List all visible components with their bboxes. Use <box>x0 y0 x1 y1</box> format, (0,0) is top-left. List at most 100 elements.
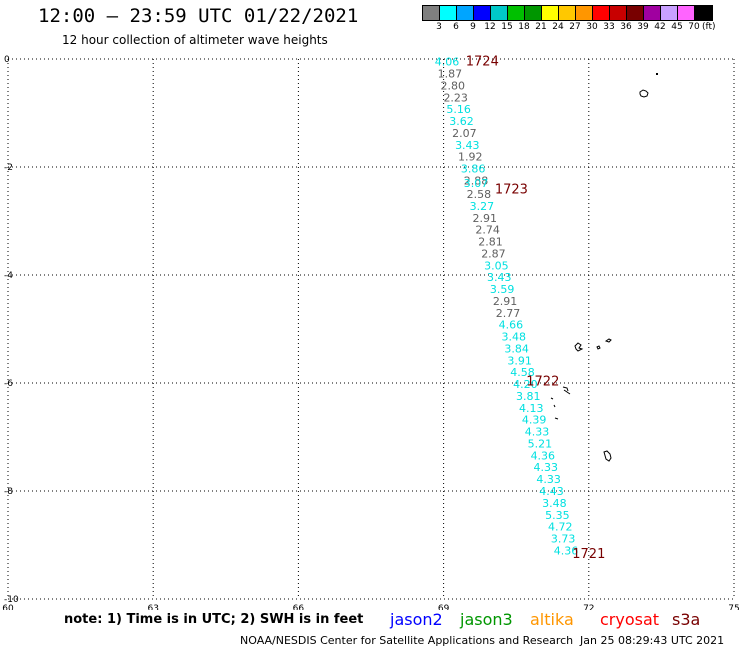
swh-value-label: 5.21 <box>528 437 553 450</box>
swh-value-label: 2.81 <box>478 236 503 249</box>
swh-value-label: 3.43 <box>487 271 512 284</box>
swh-value-label: 3.27 <box>470 200 495 213</box>
swh-value-label: 2.74 <box>475 224 500 237</box>
colorbar-swatch <box>542 6 559 20</box>
y-tick-label: -6 <box>4 379 13 389</box>
x-tick-label: 63 <box>147 604 158 610</box>
swh-value-label: 4.36 <box>554 544 579 557</box>
time-label: 1722 <box>526 374 559 389</box>
colorbar-swatch <box>508 6 525 20</box>
island-shape <box>656 73 658 75</box>
y-tick-label: 0 <box>4 55 10 65</box>
swh-value-label: 4.72 <box>548 521 573 534</box>
swh-value-label: 3.43 <box>455 139 480 152</box>
colorbar-swatch <box>695 6 712 20</box>
swh-value-label: 5.16 <box>446 103 471 116</box>
swh-value-label: 2.58 <box>467 188 492 201</box>
colorbar-label: 24 <box>552 22 564 32</box>
swh-value-label: 4.33 <box>533 461 558 474</box>
footer-timestamp: Jan 25 08:29:43 UTC 2021 <box>580 634 725 647</box>
x-tick-label: 72 <box>583 604 594 610</box>
footer-note: note: 1) Time is in UTC; 2) SWH is in fe… <box>64 612 364 627</box>
island-shape <box>603 450 612 462</box>
colorbar-label: 39 <box>637 22 649 32</box>
swh-value-label: 3.48 <box>542 497 567 510</box>
colorbar-label: 12 <box>484 22 496 32</box>
colorbar-swatch <box>491 6 508 20</box>
x-tick-label: 66 <box>293 604 305 610</box>
y-tick-label: -10 <box>4 595 19 605</box>
swh-value-label: 3.84 <box>504 342 529 355</box>
x-tick-label: 69 <box>438 604 450 610</box>
colorbar-label: 9 <box>470 22 476 32</box>
swh-value-label: 4.33 <box>525 426 550 439</box>
mission-altika: altika <box>530 610 574 629</box>
colorbar-label: 18 <box>518 22 530 32</box>
mission-cryosat: cryosat <box>600 610 660 629</box>
swh-value-label: 2.07 <box>452 127 477 140</box>
colorbar-swatch <box>440 6 457 20</box>
swh-value-label: 2.77 <box>496 307 521 320</box>
map-subtitle: 12 hour collection of altimeter wave hei… <box>62 33 328 47</box>
swh-value-label: 3.81 <box>516 390 541 403</box>
colorbar-swatches <box>422 5 713 21</box>
swh-value-label: 2.87 <box>481 247 506 260</box>
colorbar-label: 15 <box>501 22 513 32</box>
swh-value-label: 3.59 <box>490 283 515 296</box>
swh-value-label: 3.07 <box>464 177 489 190</box>
colorbar-legend: 3 6 9 12 15 18 21 24 27 30 33 36 39 42 45 70 (ft) <box>422 5 716 33</box>
swh-value-label: 2.91 <box>472 212 497 225</box>
island-shape <box>604 338 612 343</box>
mission-jason3: jason3 <box>460 610 513 629</box>
mission-s3a: s3a <box>672 610 701 629</box>
island-shape <box>554 417 559 420</box>
colorbar-swatch <box>644 6 661 20</box>
y-tick-label: -8 <box>4 487 13 497</box>
swh-value-label: 3.05 <box>484 259 509 272</box>
colorbar-label: 27 <box>569 22 581 32</box>
colorbar-label: 3 <box>436 22 442 32</box>
colorbar-unit: (ft) <box>702 22 716 32</box>
colorbar-swatch <box>610 6 627 20</box>
swh-value-label: 4.43 <box>539 485 564 498</box>
swh-value-label: 3.73 <box>551 533 576 546</box>
colorbar-swatch <box>593 6 610 20</box>
time-label: 1721 <box>572 547 605 562</box>
island-shape <box>574 342 584 352</box>
colorbar-swatch <box>576 6 593 20</box>
swh-value-label: 2.23 <box>443 91 468 104</box>
colorbar-swatch <box>661 6 678 20</box>
swh-value-label: 4.66 <box>499 319 524 332</box>
swh-value-label: 3.91 <box>507 354 532 367</box>
colorbar-labels: 3 6 9 12 15 18 21 24 27 30 33 36 39 42 45 70 (ft) <box>422 21 716 33</box>
colorbar-label: 33 <box>603 22 615 32</box>
swh-value-label: 3.62 <box>449 115 474 128</box>
swh-value-label: 4.39 <box>522 414 547 427</box>
swh-value-label: 4.58 <box>510 366 535 379</box>
swh-value-label: 1.92 <box>458 151 483 164</box>
mission-jason2: jason2 <box>390 610 443 629</box>
swh-value-label: 5.35 <box>545 509 570 522</box>
swh-value-label: 2.88 <box>464 175 489 188</box>
colorbar-label: 45 <box>671 22 683 32</box>
swh-value-label: 4.06 <box>435 56 460 69</box>
swh-value-label: 4.13 <box>519 402 544 415</box>
swh-value-label: 1.87 <box>438 68 463 81</box>
swh-value-label: 4.33 <box>536 473 561 486</box>
altimeter-map: 60 63 66 69 72 75 0 -2 -4 -6 -8 -10 4.061.872.802.23… <box>2 55 739 610</box>
map-title: 12:00 – 23:59 UTC 01/22/2021 <box>38 5 359 27</box>
island-shape <box>639 89 649 98</box>
y-tick-label: -2 <box>4 163 13 173</box>
colorbar-swatch <box>678 6 695 20</box>
colorbar-label: 36 <box>620 22 632 32</box>
x-tick-label: 60 <box>2 604 14 610</box>
colorbar-label: 6 <box>453 22 459 32</box>
colorbar-swatch <box>474 6 491 20</box>
colorbar-swatch <box>457 6 474 20</box>
time-label: 1723 <box>495 183 528 198</box>
island-shape <box>550 386 571 408</box>
footer-credit: NOAA/NESDIS Center for Satellite Applica… <box>240 634 574 647</box>
swh-value-label: 4.20 <box>513 378 538 391</box>
swh-value-label: 3.86 <box>461 163 486 176</box>
colorbar-label: 42 <box>654 22 666 32</box>
